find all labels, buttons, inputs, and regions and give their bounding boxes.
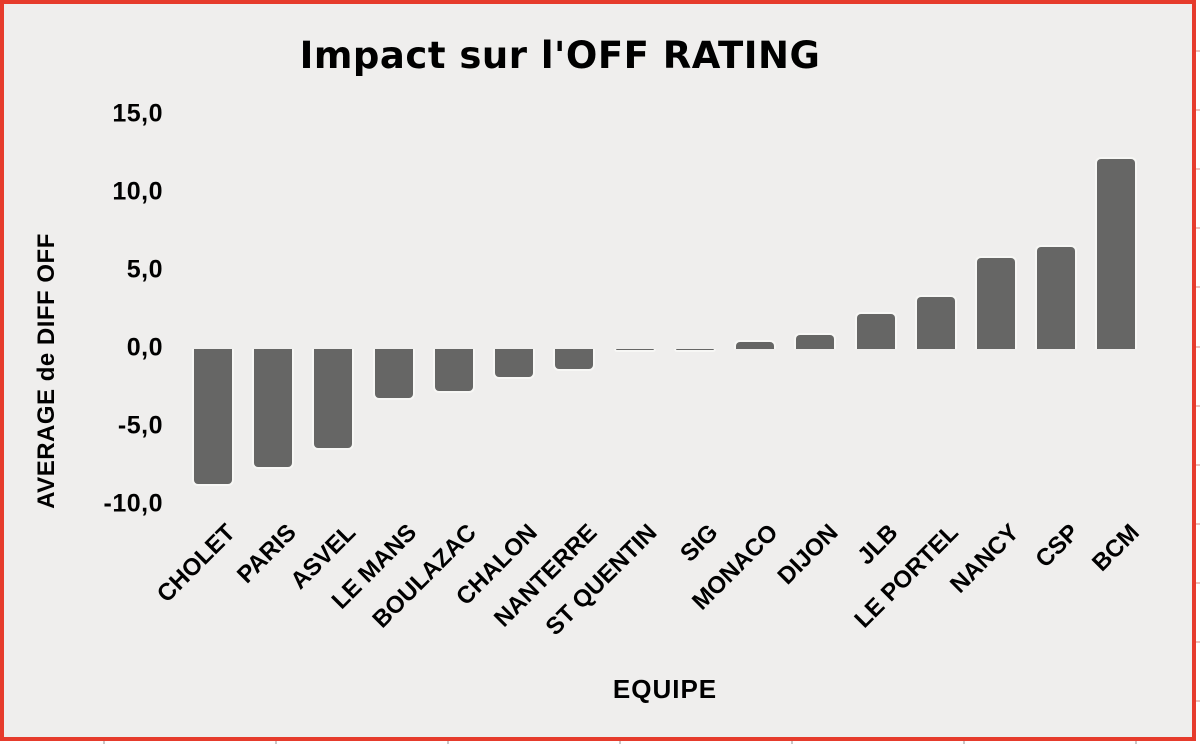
column-gridline-stub <box>103 741 105 744</box>
bar-le-portel[interactable] <box>914 294 957 349</box>
y-tick-label: 15,0 <box>112 99 163 128</box>
bar-chalon[interactable] <box>493 349 536 379</box>
bar-nanterre[interactable] <box>553 349 596 371</box>
bar-monaco[interactable] <box>734 339 777 349</box>
bar-sig[interactable] <box>673 349 716 353</box>
column-gridline-stub <box>1135 741 1137 744</box>
row-gridline-stub <box>1196 641 1200 643</box>
bar-cholet[interactable] <box>192 349 234 487</box>
column-gridline-stub <box>619 741 621 744</box>
row-gridline-stub <box>1196 582 1200 584</box>
row-gridline-stub <box>1196 405 1200 407</box>
column-gridline-stub <box>791 741 793 744</box>
column-gridline-stub <box>447 741 449 744</box>
bar-csp[interactable] <box>1035 244 1078 349</box>
bar-dijon[interactable] <box>794 333 837 349</box>
bar-bcm[interactable] <box>1095 157 1138 349</box>
row-gridline-stub <box>1196 700 1200 702</box>
column-gridline-stub <box>963 741 965 744</box>
row-gridline-stub <box>1196 346 1200 348</box>
row-gridline-stub <box>1196 523 1200 525</box>
y-tick-label: 5,0 <box>126 255 163 284</box>
chart-title: Impact sur l'OFF RATING <box>299 34 821 77</box>
y-axis-title: AVERAGE de DIFF OFF <box>33 233 60 509</box>
bar-boulazac[interactable] <box>432 349 475 393</box>
y-tick-label: -5,0 <box>117 411 163 440</box>
column-gridline-stub <box>275 741 277 744</box>
row-gridline-stub <box>1196 50 1200 52</box>
bar-le-mans[interactable] <box>372 349 415 401</box>
y-tick-label: -10,0 <box>103 489 163 518</box>
bar-asvel[interactable] <box>312 349 355 451</box>
y-tick-label: 0,0 <box>126 333 163 362</box>
bar-nancy[interactable] <box>974 255 1017 349</box>
bar-st-quentin[interactable] <box>613 349 656 353</box>
x-axis-title: EQUIPE <box>612 674 718 704</box>
row-gridline-stub <box>1196 464 1200 466</box>
row-gridline-stub <box>1196 286 1200 288</box>
bar-jlb[interactable] <box>854 311 897 349</box>
row-gridline-stub <box>1196 227 1200 229</box>
bar-paris[interactable] <box>252 349 295 469</box>
row-gridline-stub <box>1196 168 1200 170</box>
row-gridline-stub <box>1196 109 1200 111</box>
y-tick-label: 10,0 <box>112 177 163 206</box>
